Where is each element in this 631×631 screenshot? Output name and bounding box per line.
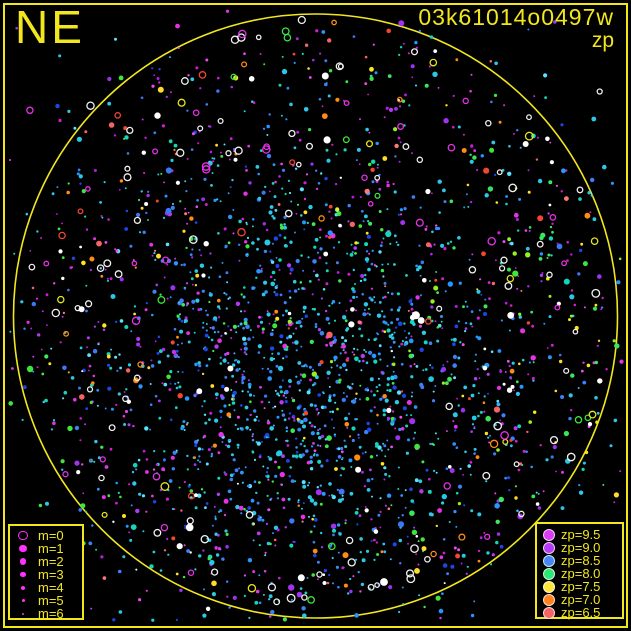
m4-label: m=4 (38, 580, 64, 595)
legend-row-zp80: zp=8.0 (543, 567, 622, 580)
marker-cell (13, 571, 33, 578)
magnitude-legend: m=0 m=1 m=2 m=3 m=4 m=5 m=6 (8, 524, 84, 620)
legend-row-m2: m=2 (13, 555, 82, 568)
legend-row-zp90: zp=9.0 (543, 541, 622, 554)
plot-frame (3, 3, 628, 628)
legend-row-m4: m=4 (13, 581, 82, 594)
color-key-label: zp (591, 29, 614, 52)
marker-cell (13, 612, 33, 615)
m6-dot-icon (22, 612, 24, 615)
m1-label: m=1 (38, 541, 64, 556)
legend-row-m1: m=1 (13, 542, 82, 555)
marker-cell (13, 530, 33, 541)
zp80-label: zp=8.0 (561, 566, 601, 581)
zp70-dot-icon (543, 593, 555, 606)
zp65-dot-icon (543, 606, 555, 619)
zp75-label: zp=7.5 (561, 579, 601, 594)
zp90-label: zp=9.0 (561, 540, 601, 555)
zp95-label: zp=9.5 (561, 527, 601, 542)
m3-dot-icon (20, 571, 26, 578)
marker-cell (13, 585, 33, 590)
m3-label: m=3 (38, 567, 64, 582)
legend-row-m3: m=3 (13, 568, 82, 581)
m0-ring-icon (18, 530, 28, 541)
plate-id-label: 03k61014o0497w (418, 4, 614, 30)
m4-dot-icon (21, 585, 25, 590)
zp85-label: zp=8.5 (561, 553, 601, 568)
marker-cell (13, 599, 33, 602)
orientation-label: NE (15, 1, 85, 53)
legend-row-m5: m=5 (13, 594, 82, 607)
legend-row-zp85: zp=8.5 (543, 554, 622, 567)
field-boundary-circle (12, 13, 619, 619)
m2-label: m=2 (38, 554, 64, 569)
m6-label: m=6 (38, 606, 64, 621)
zp90-dot-icon (543, 541, 555, 554)
title-block: 03k61014o0497w zp (418, 4, 614, 52)
marker-cell (13, 544, 33, 553)
m2-dot-icon (19, 558, 27, 565)
legend-row-m0: m=0 (13, 529, 82, 542)
marker-cell (13, 558, 33, 565)
legend-row-m6: m=6 (13, 607, 82, 620)
m5-dot-icon (21, 599, 25, 602)
zp65-label: zp=6.5 (561, 605, 601, 620)
legend-row-zp75: zp=7.5 (543, 580, 622, 593)
zp95-dot-icon (543, 528, 555, 541)
legend-row-zp65: zp=6.5 (543, 606, 622, 619)
zp85-dot-icon (543, 554, 555, 567)
zeropoint-legend: zp=9.5 zp=9.0 zp=8.5 zp=8.0 zp=7.5 zp=7.… (535, 522, 624, 619)
m5-label: m=5 (38, 593, 64, 608)
stars-layer (8, 9, 624, 622)
legend-row-zp70: zp=7.0 (543, 593, 622, 606)
zp80-dot-icon (543, 567, 555, 580)
legend-row-zp95: zp=9.5 (543, 528, 622, 541)
zp75-dot-icon (543, 580, 555, 593)
m1-dot-icon (19, 544, 27, 553)
m0-label: m=0 (38, 528, 64, 543)
zp70-label: zp=7.0 (561, 592, 601, 607)
